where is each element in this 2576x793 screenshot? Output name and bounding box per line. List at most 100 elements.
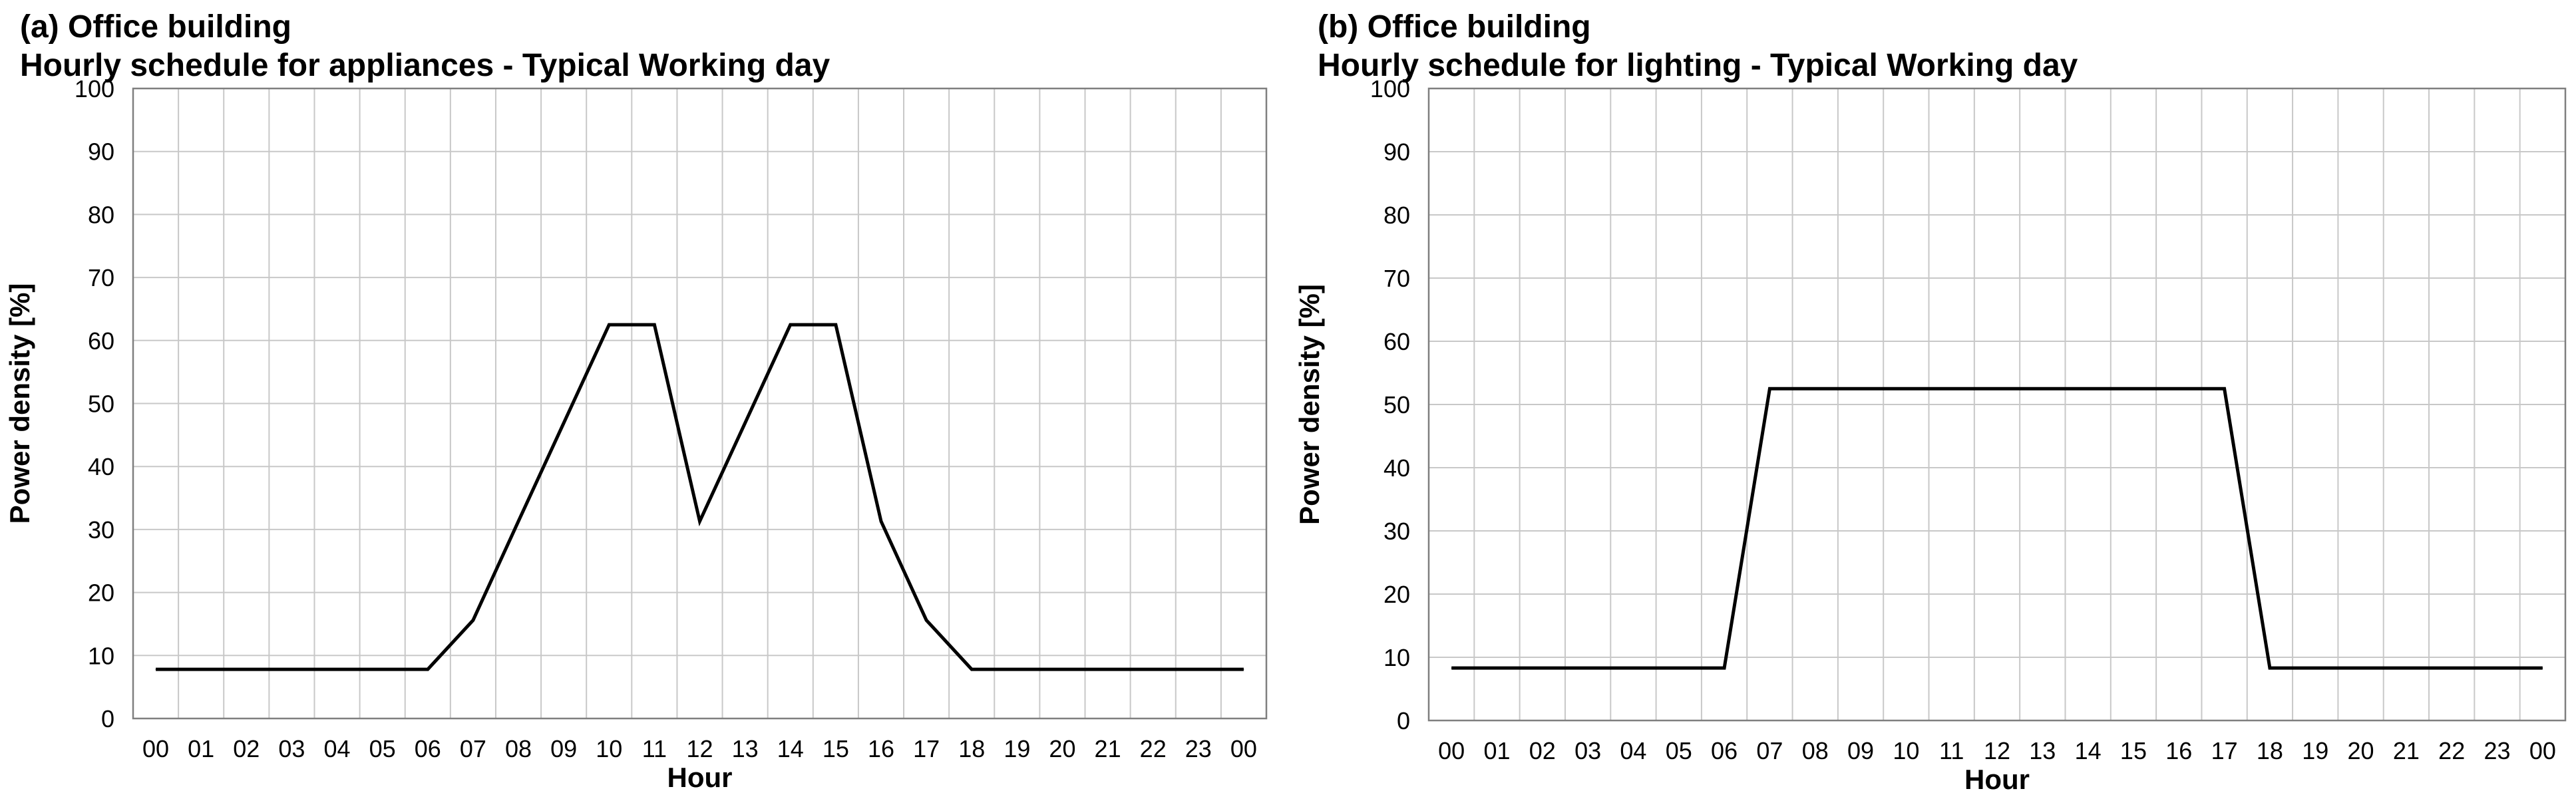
y-tick-label: 10 xyxy=(88,642,114,669)
x-tick-label: 01 xyxy=(188,735,214,762)
data-point xyxy=(926,619,927,621)
data-point xyxy=(1243,669,1244,670)
x-tick-label: 06 xyxy=(415,735,441,762)
x-tick-label: 11 xyxy=(1939,737,1964,764)
x-axis-label: Hour xyxy=(667,762,733,793)
y-tick-label: 30 xyxy=(88,516,114,544)
y-tick-label: 60 xyxy=(1383,328,1410,355)
x-tick-label: 17 xyxy=(913,735,940,762)
x-tick-label: 19 xyxy=(2302,737,2328,764)
y-tick-label: 40 xyxy=(88,453,114,480)
y-tick-label: 50 xyxy=(1383,391,1410,418)
data-point xyxy=(382,669,383,670)
y-axis-label: Power density [%] xyxy=(4,283,35,524)
x-tick-label: 09 xyxy=(1847,737,1874,764)
x-tick-label: 00 xyxy=(142,735,169,762)
x-tick-label: 13 xyxy=(732,735,759,762)
x-tick-label: 08 xyxy=(505,735,532,762)
data-point xyxy=(291,669,292,670)
x-tick-label: 21 xyxy=(1095,735,1121,762)
data-point xyxy=(427,669,429,670)
y-axis-label: Power density [%] xyxy=(1298,284,1325,525)
data-point xyxy=(2269,667,2271,669)
x-tick-label: 01 xyxy=(1483,737,1510,764)
x-tick-label: 17 xyxy=(2211,737,2238,764)
series-line xyxy=(156,323,1244,671)
x-tick-label: 04 xyxy=(324,735,351,762)
y-tick-label: 0 xyxy=(101,705,114,732)
data-point xyxy=(1542,667,1543,669)
chart-title-line1: (a) Office building xyxy=(20,9,291,45)
y-tick-label: 70 xyxy=(88,264,114,291)
data-point xyxy=(699,521,700,522)
y-tick-label: 90 xyxy=(88,138,114,166)
y-tick-label: 20 xyxy=(1383,581,1410,608)
x-tick-label: 07 xyxy=(460,735,486,762)
data-point xyxy=(200,669,202,670)
x-tick-label: 12 xyxy=(1984,737,2010,764)
x-tick-label: 15 xyxy=(2120,737,2147,764)
chart-title-line2: Hourly schedule for appliances - Typical… xyxy=(20,48,830,83)
plot-frame xyxy=(1427,87,2567,722)
x-tick-label: 23 xyxy=(1185,735,1212,762)
x-tick-label: 03 xyxy=(278,735,305,762)
x-tick-label: 00 xyxy=(1230,735,1257,762)
y-tick-label: 20 xyxy=(88,579,114,607)
y-tick-label: 50 xyxy=(88,391,114,418)
x-tick-label: 02 xyxy=(1529,737,1556,764)
x-tick-label: 16 xyxy=(868,735,894,762)
data-point xyxy=(518,521,519,522)
x-tick-label: 22 xyxy=(1140,735,1167,762)
x-tick-label: 09 xyxy=(550,735,577,762)
x-tick-label: 00 xyxy=(1438,737,1465,764)
y-tick-label: 90 xyxy=(1383,138,1410,166)
x-tick-label: 22 xyxy=(2438,737,2465,764)
x-tick-label: 10 xyxy=(1893,737,1919,764)
data-point xyxy=(1724,667,1725,669)
x-tick-label: 05 xyxy=(1666,737,1692,764)
y-tick-label: 40 xyxy=(1383,454,1410,482)
x-tick-label: 14 xyxy=(2075,737,2102,764)
x-tick-label: 00 xyxy=(2529,737,2556,764)
data-point xyxy=(1678,667,1680,669)
y-tick-label: 10 xyxy=(1383,644,1410,671)
chart-panel-b: (b) Office building Hourly schedule for … xyxy=(1298,0,2576,793)
plot-frame xyxy=(132,87,1268,720)
data-point xyxy=(1632,667,1634,669)
y-tick-label: 70 xyxy=(1383,265,1410,292)
x-tick-label: 03 xyxy=(1574,737,1601,764)
x-tick-label: 23 xyxy=(2484,737,2510,764)
data-point xyxy=(1107,669,1109,670)
y-tick-label: 100 xyxy=(1370,75,1410,102)
series-line xyxy=(1451,387,2543,670)
x-tick-label: 10 xyxy=(596,735,622,762)
x-tick-label: 18 xyxy=(2257,737,2283,764)
x-tick-label: 12 xyxy=(686,735,713,762)
data-point xyxy=(2314,667,2316,669)
x-tick-label: 21 xyxy=(2393,737,2420,764)
chart-title-line2: Hourly schedule for lighting - Typical W… xyxy=(1318,48,2078,83)
x-tick-label: 02 xyxy=(233,735,260,762)
y-tick-label: 0 xyxy=(1397,707,1410,734)
y-tick-label: 60 xyxy=(88,327,114,355)
x-axis-label: Hour xyxy=(1964,764,2030,793)
x-tick-label: 14 xyxy=(777,735,804,762)
x-tick-label: 04 xyxy=(1620,737,1646,764)
x-tick-label: 06 xyxy=(1711,737,1738,764)
x-tick-label: 11 xyxy=(642,735,667,762)
data-point xyxy=(2542,667,2543,669)
y-tick-label: 80 xyxy=(88,201,114,228)
data-point xyxy=(472,619,474,621)
data-point xyxy=(246,669,247,670)
x-tick-label: 15 xyxy=(823,735,849,762)
x-tick-label: 08 xyxy=(1802,737,1829,764)
y-tick-label: 80 xyxy=(1383,202,1410,229)
y-tick-label: 100 xyxy=(75,75,114,102)
x-tick-label: 05 xyxy=(369,735,396,762)
x-tick-label: 18 xyxy=(958,735,985,762)
x-tick-label: 07 xyxy=(1756,737,1783,764)
x-tick-label: 20 xyxy=(1049,735,1075,762)
data-point xyxy=(1061,669,1063,670)
